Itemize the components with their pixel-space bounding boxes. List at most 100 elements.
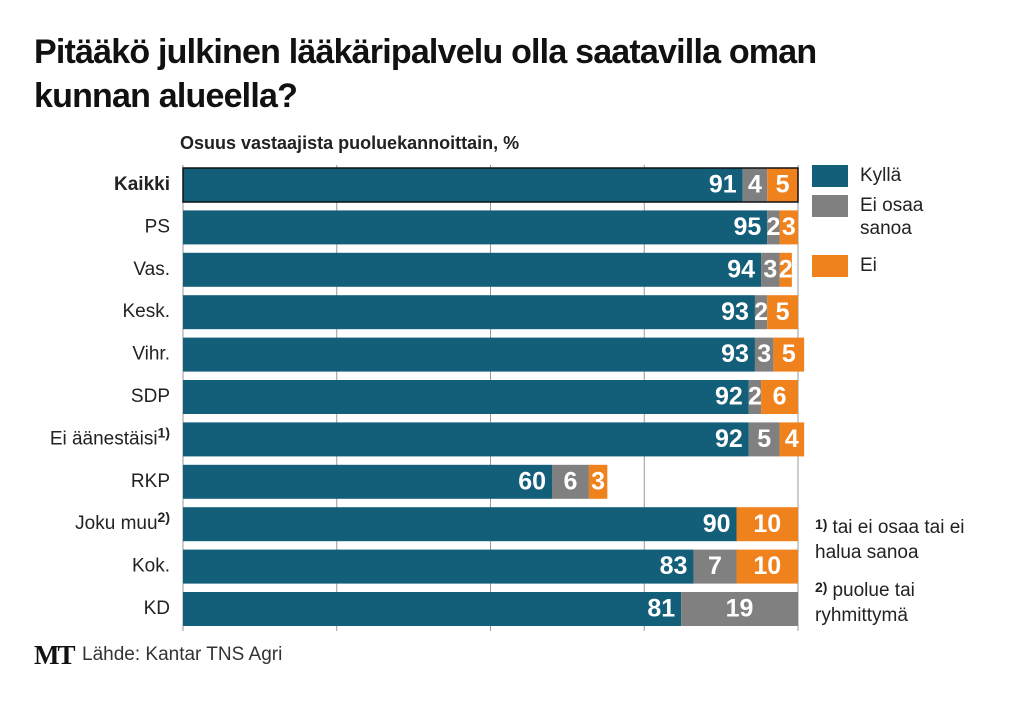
bar-segment: [736, 549, 798, 584]
bar-segment: [773, 337, 805, 372]
bar-segment: [552, 464, 589, 499]
category-label: Vas.: [133, 259, 170, 280]
value-label: 2: [766, 213, 780, 241]
bar-segment: [183, 380, 749, 414]
bar-segment: [183, 549, 694, 584]
chart-title: Pitääkö julkinen lääkäripalvelu olla saa…: [34, 33, 817, 115]
footnote: 1) tai ei osaa tai ei halua sanoa: [815, 512, 995, 565]
value-label: 92: [715, 425, 743, 453]
bar-segment: [767, 210, 780, 245]
footnote-text: tai ei osaa tai ei halua sanoa: [815, 517, 965, 563]
source: Lähde: Kantar TNS Agri: [82, 644, 283, 665]
category-name: Kaikki: [114, 174, 170, 195]
bar-segment: [761, 252, 780, 287]
category-label: Kaikki: [114, 174, 170, 195]
value-label: 3: [763, 255, 777, 283]
footnote-marker: 1): [815, 516, 828, 532]
category-label: SDP: [131, 386, 170, 407]
bar-segment: [779, 210, 798, 245]
value-label: 19: [726, 595, 754, 623]
category-name: Kok.: [132, 556, 170, 577]
value-label: 3: [591, 467, 605, 495]
bar-segment: [183, 295, 755, 330]
category-note: 1): [158, 424, 170, 440]
bar-segment: [183, 507, 737, 542]
highlight-outline: [182, 167, 799, 203]
value-label: 93: [721, 298, 749, 326]
bar-segment: [761, 380, 798, 414]
value-label: 60: [518, 467, 546, 495]
value-label: 94: [727, 255, 755, 283]
value-label: 4: [748, 171, 762, 199]
value-label: 95: [733, 213, 761, 241]
bar-segment: [681, 592, 798, 626]
bar-segment: [742, 168, 768, 202]
bar-segment: [183, 252, 762, 287]
value-label: 5: [782, 340, 796, 368]
value-label: 10: [753, 552, 781, 580]
value-label: 6: [563, 467, 577, 495]
bar-segment: [748, 422, 780, 457]
value-label: 2: [748, 383, 762, 411]
value-label: 5: [776, 298, 790, 326]
value-label: 90: [703, 510, 731, 538]
category-label: KD: [144, 598, 170, 619]
category-label: Ei äänestäisi1): [50, 424, 170, 449]
value-label: 81: [647, 595, 675, 623]
value-label: 91: [709, 171, 737, 199]
category-name: Kesk.: [122, 301, 170, 322]
bar-segment: [183, 422, 749, 457]
category-label: PS: [145, 216, 170, 237]
footnote-marker: 2): [815, 579, 828, 595]
value-label: 92: [715, 383, 743, 411]
category-name: Vas.: [133, 259, 170, 280]
bar-segment: [779, 252, 792, 287]
bar-segment: [767, 295, 798, 330]
value-label: 10: [753, 510, 781, 538]
category-name: PS: [145, 216, 170, 237]
category-name: KD: [144, 598, 170, 619]
chart-subtitle: Osuus vastaajista puoluekannoittain, %: [180, 133, 520, 153]
legend-swatch: [812, 255, 848, 277]
category-label: Joku muu2): [75, 509, 170, 534]
category-name: RKP: [131, 471, 170, 492]
bar-segment: [183, 464, 552, 499]
bar-segment: [693, 549, 737, 584]
bar-segment: [767, 168, 798, 202]
bar-segment: [183, 337, 755, 372]
bar-segment: [754, 295, 768, 330]
legend-label: Kyllä: [860, 165, 902, 186]
category-name: Joku muu: [75, 513, 157, 534]
value-label: 2: [779, 255, 793, 283]
legend-label: Ei: [860, 255, 877, 276]
bar-segment: [748, 380, 762, 414]
value-label: 83: [660, 552, 688, 580]
value-label: 6: [773, 383, 787, 411]
value-label: 2: [754, 298, 768, 326]
legend-swatch: [812, 195, 848, 217]
value-label: 3: [757, 340, 771, 368]
footnote-text: puolue tai ryhmittymä: [815, 580, 915, 626]
value-label: 3: [782, 213, 796, 241]
bar-segment: [183, 592, 682, 626]
category-label: RKP: [131, 471, 170, 492]
bar-segment: [736, 507, 798, 542]
bar-segment: [588, 464, 608, 499]
bar-segment: [183, 168, 743, 202]
category-note: 2): [158, 509, 170, 525]
category-label: Vihr.: [132, 344, 170, 365]
value-label: 7: [708, 552, 722, 580]
logo: MT: [34, 640, 75, 670]
legend-label: Ei osaa sanoa: [860, 195, 924, 239]
value-label: 5: [776, 171, 790, 199]
footnote: 2) puolue tai ryhmittymä: [815, 575, 995, 628]
value-label: 93: [721, 340, 749, 368]
category-label: Kesk.: [122, 301, 170, 322]
bar-segment: [754, 337, 774, 372]
bar-segment: [779, 422, 805, 457]
category-name: Vihr.: [132, 344, 170, 365]
value-label: 4: [785, 425, 799, 453]
bar-segment: [183, 210, 768, 245]
